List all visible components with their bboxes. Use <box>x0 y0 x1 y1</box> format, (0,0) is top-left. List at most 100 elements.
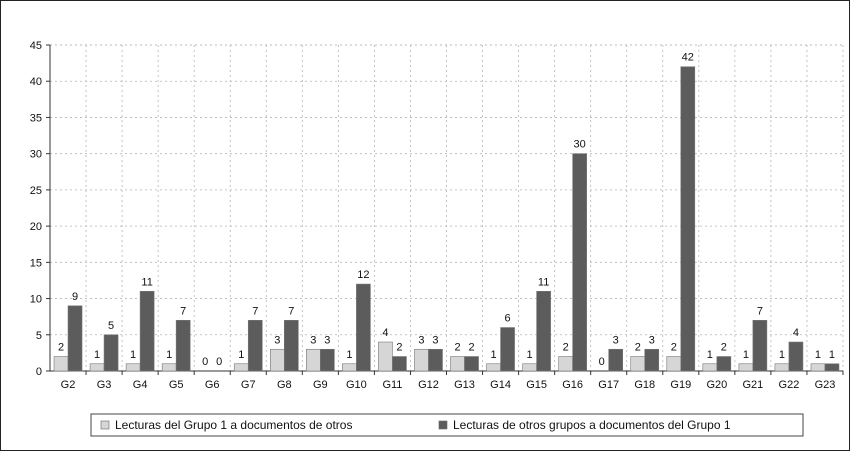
data-label: 6 <box>505 313 511 325</box>
bar-otros-G5 <box>175 319 191 372</box>
bar-grupo1-G14 <box>486 363 501 372</box>
bar-otros-G21 <box>752 319 768 372</box>
x-tick-label: G4 <box>133 379 148 391</box>
legend-label: Lecturas del Grupo 1 a documentos de otr… <box>115 418 352 432</box>
data-label: 1 <box>346 349 352 361</box>
bar-grupo1-G12 <box>414 348 429 372</box>
data-label: 9 <box>72 291 78 303</box>
x-tick-label: G7 <box>241 379 256 391</box>
data-label: 4 <box>793 327 799 339</box>
bar-grupo1-G20 <box>702 363 718 372</box>
data-label: 2 <box>396 342 402 354</box>
bar-otros-G22 <box>788 341 804 372</box>
y-tick-label: 35 <box>30 112 42 124</box>
y-tick-label: 30 <box>30 149 42 161</box>
bar-grupo1-G13 <box>450 356 465 372</box>
data-label: 2 <box>454 342 460 354</box>
data-label: 1 <box>491 349 497 361</box>
x-tick-label: G14 <box>490 379 511 391</box>
data-label: 12 <box>357 269 369 281</box>
bar-grupo1-G11 <box>378 341 393 372</box>
bar-grupo1-G23 <box>810 363 826 372</box>
x-tick-label: G21 <box>742 379 763 391</box>
bar-grupo1-G18 <box>630 356 646 372</box>
y-tick-label: 15 <box>30 257 42 269</box>
y-tick-label: 40 <box>30 76 42 88</box>
data-label: 3 <box>310 334 316 346</box>
bar-grupo1-G5 <box>161 363 177 372</box>
data-label: 2 <box>563 342 569 354</box>
bars <box>53 66 840 372</box>
x-tick-label: G16 <box>562 379 583 391</box>
bar-grupo1-G21 <box>738 363 754 372</box>
bar-otros-G16 <box>572 153 587 372</box>
bar-otros-G9 <box>320 348 335 372</box>
data-label: 7 <box>252 305 258 317</box>
legend-swatch <box>438 420 448 430</box>
data-label: 1 <box>94 349 100 361</box>
x-tick-label: G20 <box>706 379 727 391</box>
data-label: 7 <box>180 305 186 317</box>
data-label: 11 <box>141 276 152 288</box>
data-label: 2 <box>721 342 727 354</box>
bar-grupo1-G16 <box>558 356 573 372</box>
data-label: 1 <box>707 349 713 361</box>
x-tick-label: G13 <box>454 379 475 391</box>
x-tick-label: G19 <box>670 379 691 391</box>
x-tick-label: G8 <box>277 379 292 391</box>
x-tick-label: G10 <box>346 379 367 391</box>
data-label: 1 <box>815 349 821 361</box>
bar-otros-G11 <box>392 356 407 372</box>
x-tick-label: G9 <box>313 379 328 391</box>
legend: Lecturas del Grupo 1 a documentos de otr… <box>90 413 804 437</box>
x-tick-label: G15 <box>526 379 547 391</box>
y-tick-label: 20 <box>30 221 42 233</box>
bar-grupo1-G15 <box>522 363 537 372</box>
x-tick-label: G12 <box>418 379 439 391</box>
data-label: 3 <box>649 334 655 346</box>
y-tick-label: 45 <box>30 40 42 52</box>
data-label: 2 <box>468 342 474 354</box>
data-label: 7 <box>757 305 763 317</box>
bar-otros-G2 <box>67 305 83 372</box>
data-label: 1 <box>829 349 835 361</box>
data-label: 3 <box>324 334 330 346</box>
y-tick-label: 5 <box>36 330 42 342</box>
data-label: 0 <box>202 356 208 368</box>
data-label: 1 <box>130 349 136 361</box>
y-tick-label: 10 <box>30 294 42 306</box>
x-tick-label: G18 <box>634 379 655 391</box>
x-tick-label: G6 <box>205 379 220 391</box>
bar-otros-G12 <box>428 348 443 372</box>
bar-grupo1-G4 <box>125 363 141 372</box>
data-label: 1 <box>166 349 172 361</box>
x-tick-label: G23 <box>815 379 836 391</box>
bar-otros-G15 <box>536 291 551 372</box>
bar-otros-G4 <box>139 291 155 372</box>
data-label: 1 <box>743 349 749 361</box>
data-label: 5 <box>108 320 114 332</box>
grid-lines <box>50 44 844 371</box>
bar-otros-G3 <box>103 334 119 372</box>
data-label: 11 <box>538 276 549 288</box>
data-label: 2 <box>58 342 64 354</box>
data-label: 42 <box>682 52 694 64</box>
bar-grupo1-G9 <box>306 348 321 372</box>
bar-otros-G7 <box>247 319 263 372</box>
bar-grupo1-G7 <box>233 363 249 372</box>
data-label: 7 <box>288 305 294 317</box>
legend-swatch <box>100 420 110 430</box>
data-label: 1 <box>238 349 244 361</box>
bar-grupo1-G2 <box>53 356 69 372</box>
bar-grupo1-G3 <box>89 363 105 372</box>
bar-otros-G17 <box>608 348 624 372</box>
data-label: 3 <box>432 334 438 346</box>
bar-grupo1-G10 <box>342 363 357 372</box>
bar-otros-G20 <box>716 356 732 372</box>
bar-grupo1-G8 <box>269 348 285 372</box>
x-tick-label: G22 <box>779 379 800 391</box>
data-label: 4 <box>382 327 388 339</box>
